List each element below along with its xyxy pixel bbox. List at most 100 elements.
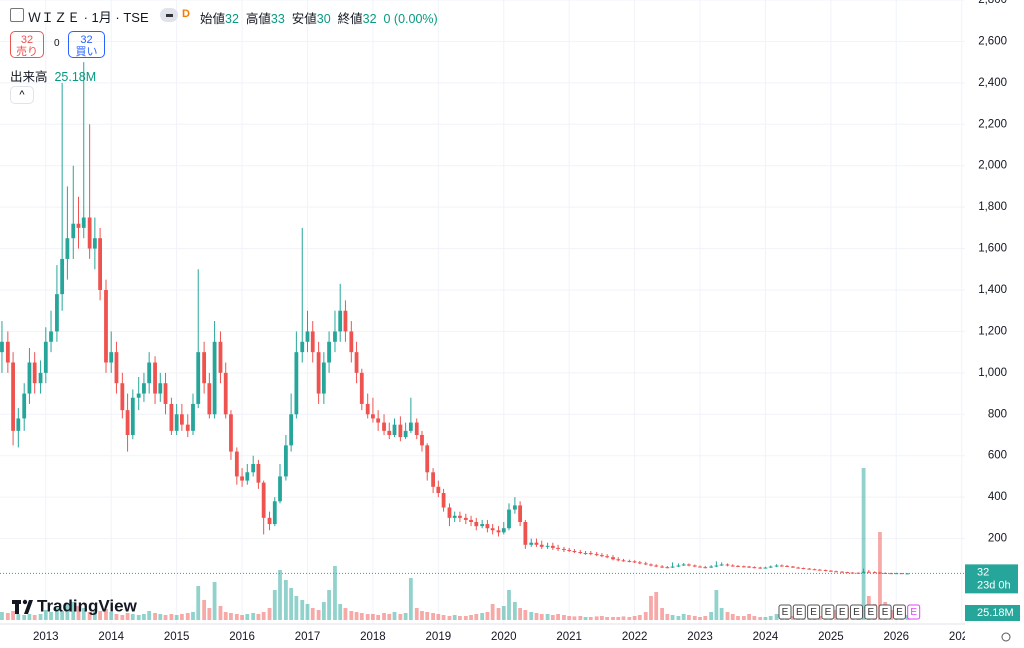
- candle-body: [452, 515, 457, 518]
- candle-body: [741, 566, 746, 568]
- volume-bar: [594, 616, 599, 620]
- volume-bar: [289, 588, 294, 620]
- candle-body: [490, 528, 495, 531]
- candle-body: [709, 566, 714, 568]
- candle-body: [752, 567, 757, 569]
- candle-body: [556, 547, 560, 549]
- volume-bar: [125, 613, 130, 620]
- candle-body: [529, 542, 534, 545]
- volume-bar: [327, 590, 331, 620]
- candle-body: [469, 519, 473, 522]
- volume-bar: [583, 617, 588, 620]
- volume-bar: [747, 614, 752, 620]
- volume-bar: [403, 613, 408, 620]
- earnings-label: E: [910, 607, 917, 618]
- interval-badge[interactable]: D: [182, 8, 190, 20]
- candle-body: [71, 223, 76, 239]
- candle-body: [49, 331, 53, 342]
- collapse-button[interactable]: ^: [10, 86, 34, 104]
- candle-body: [539, 544, 544, 547]
- candle-body: [32, 362, 37, 384]
- candle-body: [174, 414, 179, 431]
- volume-bar: [142, 614, 146, 620]
- candle-body: [130, 397, 135, 435]
- volume-bar: [654, 592, 659, 620]
- price-axis: [965, 0, 1024, 648]
- candle-body: [22, 393, 27, 419]
- volume-bar: [163, 615, 168, 620]
- volume-bar: [202, 600, 207, 620]
- buy-price: 32: [80, 34, 93, 46]
- candle-body: [371, 414, 375, 419]
- settings-icon[interactable]: [1001, 632, 1011, 642]
- x-tick-label: 2024: [753, 631, 779, 643]
- candle-body: [714, 565, 719, 567]
- candle-body: [382, 422, 386, 431]
- candle-body: [725, 564, 730, 566]
- candle-body: [485, 524, 490, 529]
- volume-bar: [507, 590, 511, 620]
- volume-bar: [763, 617, 768, 620]
- y-tick-label: 1,200: [978, 325, 1007, 337]
- candle-body: [692, 565, 697, 567]
- buy-button[interactable]: 32 買い: [68, 31, 105, 58]
- volume-bar: [71, 602, 76, 620]
- candle-body: [98, 238, 102, 290]
- candle-body: [840, 571, 844, 573]
- volume-bar: [114, 614, 119, 620]
- volume-bar: [371, 614, 375, 620]
- candle-body: [431, 472, 436, 487]
- volume-bar: [692, 616, 697, 620]
- candle-body: [676, 565, 681, 567]
- volume-bar: [153, 613, 157, 620]
- candle-body: [387, 430, 392, 435]
- volume-bar: [730, 614, 735, 620]
- volume-bar: [414, 608, 419, 620]
- earnings-label: E: [825, 607, 832, 618]
- volume-bar: [599, 616, 604, 620]
- earnings-marker: [778, 604, 792, 620]
- volume-bar: [147, 611, 152, 620]
- low-value: 30: [316, 12, 331, 26]
- earnings-marker: [792, 604, 806, 620]
- candle-body: [16, 418, 21, 431]
- volume-bar: [878, 532, 882, 620]
- candle-body: [550, 545, 555, 548]
- candle-body: [223, 372, 228, 415]
- logo-icon: [24, 600, 33, 614]
- earnings-label: E: [867, 607, 874, 618]
- earnings-marker: [850, 604, 863, 620]
- x-tick-label: 2016: [229, 631, 255, 643]
- volume-bar: [92, 610, 97, 620]
- candle-body: [392, 424, 397, 435]
- volume-bar: [562, 615, 566, 620]
- candle-body: [191, 403, 195, 431]
- y-tick-label: 400: [988, 491, 1007, 503]
- candle-body: [114, 352, 119, 384]
- candle-body: [354, 352, 359, 373]
- candle-body: [0, 341, 4, 353]
- y-tick-label: 1,400: [978, 284, 1007, 296]
- candle-body: [169, 403, 174, 431]
- candle-body: [414, 422, 419, 435]
- candle-body: [158, 383, 163, 394]
- symbol[interactable]: ＷＩＺＥ · 1月 · TSE: [28, 10, 149, 25]
- x-tick-label: 2021: [556, 631, 582, 643]
- candle-body: [828, 570, 833, 572]
- candle-body: [294, 352, 299, 415]
- change: 0 (0.00%): [383, 12, 438, 26]
- candle-body: [436, 486, 441, 493]
- sell-button[interactable]: 32 売り: [10, 31, 44, 58]
- symbol-icon[interactable]: [10, 8, 24, 22]
- candle-body: [768, 566, 773, 568]
- countdown: 23d 0h: [977, 579, 1011, 591]
- volume-bar: [387, 614, 392, 620]
- candle-body: [5, 341, 10, 363]
- volume-bar: [169, 614, 174, 620]
- candle-body: [55, 294, 59, 332]
- candle-body: [578, 552, 583, 554]
- sell-price: 32: [20, 34, 34, 46]
- x-tick-label: 2019: [426, 631, 452, 643]
- candle-body: [588, 553, 593, 555]
- volume-bar: [741, 616, 746, 620]
